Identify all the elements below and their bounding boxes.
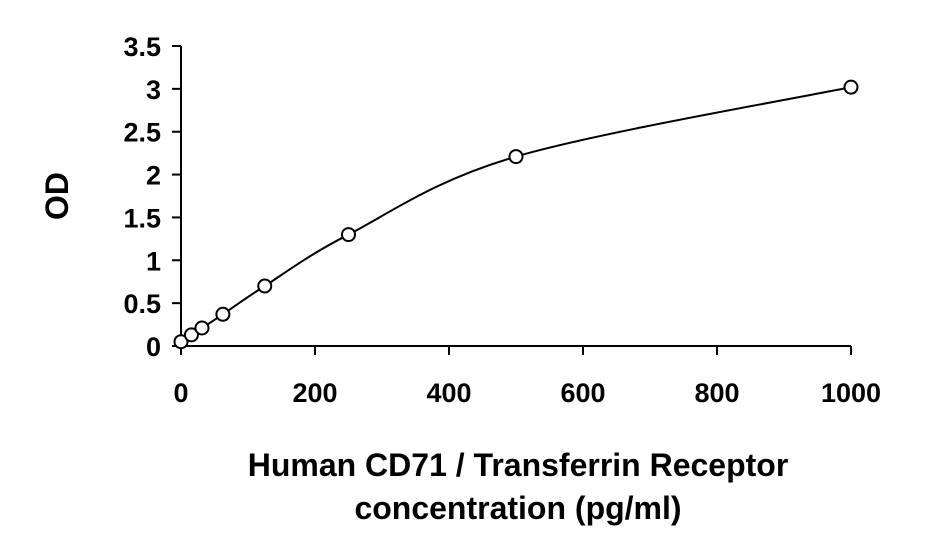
y-tick-label: 0.5 [123,289,161,319]
y-tick-label: 2 [146,161,161,191]
data-point [257,278,273,294]
y-ticks: 0 0.5 1 1.5 2 2.5 3 3.5 [123,32,181,362]
y-tick-label: 0 [146,332,161,362]
x-tick-label: 200 [292,378,337,408]
y-axis: 0 0.5 1 1.5 2 2.5 3 3.5 [123,32,182,362]
data-point [341,227,356,243]
fit-curve [180,86,852,343]
data-point [843,79,859,95]
x-axis-title-line: Human CD71 / Transferrin Receptor [248,447,789,483]
y-axis-title: OD [39,172,75,220]
y-tick-label: 3 [146,75,161,105]
x-tick-label: 600 [560,378,605,408]
data-point [173,334,189,350]
x-tick-label: 400 [426,378,471,408]
x-axis-title: Human CD71 / Transferrin Receptor concent… [248,447,789,526]
x-axis: 0 200 400 600 800 1000 [173,345,881,408]
data-points [173,79,859,350]
y-tick-label: 2.5 [123,118,161,148]
data-point [508,149,524,165]
x-tick-label: 1000 [821,378,881,408]
x-axis-title-line: concentration (pg/ml) [354,490,681,526]
x-ticks: 0 200 400 600 800 1000 [173,346,881,408]
x-tick-label: 0 [173,378,188,408]
data-point [183,327,199,343]
x-tick-label: 800 [694,378,739,408]
y-tick-label: 3.5 [123,32,161,62]
y-tick-label: 1 [146,246,161,276]
data-point [215,306,231,322]
data-point [194,320,210,336]
y-tick-label: 1.5 [123,203,161,233]
